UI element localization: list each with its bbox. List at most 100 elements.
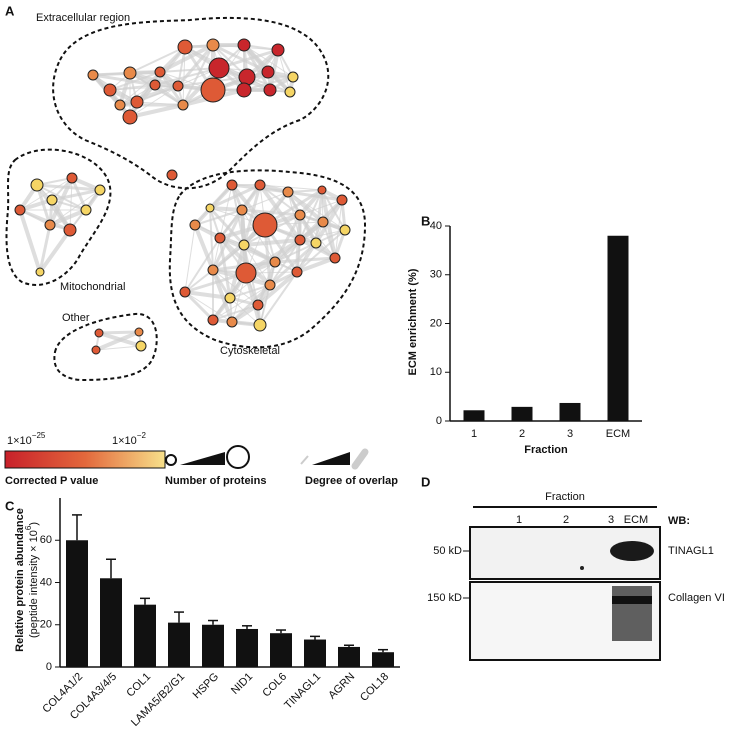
node [294, 209, 306, 221]
edge [322, 221, 336, 259]
sublabel-exp: 6 [24, 525, 33, 530]
y-axis-label: Relative protein abundance [14, 508, 26, 652]
node [177, 39, 193, 55]
edge [229, 284, 271, 299]
edge [296, 256, 336, 274]
edge [38, 228, 72, 274]
edge [194, 209, 243, 226]
node [236, 82, 252, 98]
size-large [226, 445, 250, 469]
cluster-outline [52, 16, 330, 190]
x-axis-label: Fraction [524, 444, 568, 456]
node [123, 66, 137, 80]
node [207, 314, 219, 326]
node [122, 109, 138, 125]
antibody-label: TINAGL1 [668, 545, 714, 557]
edge [176, 44, 215, 87]
edge [184, 269, 214, 293]
lane-label: ECM [624, 514, 648, 526]
band [612, 596, 652, 604]
x-tick-label: COL6 [260, 671, 289, 700]
edge [98, 330, 140, 335]
edge [182, 46, 186, 106]
size-marker: 150 kD [427, 592, 462, 604]
y-tick-label: 10 [430, 366, 442, 378]
edge [209, 183, 261, 210]
cluster-outline [53, 312, 158, 382]
bar [338, 646, 360, 667]
x-tick-label: HSPG [191, 671, 222, 702]
lane-label: 2 [563, 514, 569, 526]
node [208, 57, 230, 79]
network: Extracellular region Mitochondrial Other Cy… [5, 12, 367, 382]
edge [277, 49, 291, 93]
edge [92, 73, 156, 87]
x-tick-label: COL1 [124, 671, 153, 700]
node [317, 216, 329, 228]
edge [184, 271, 247, 294]
edge [154, 83, 184, 107]
bar [607, 235, 629, 421]
legend-max-exp: −2 [137, 431, 147, 440]
edge [182, 44, 214, 106]
node [284, 86, 296, 98]
x-tick-label: COL18 [358, 671, 391, 704]
edge [51, 188, 101, 202]
bar [304, 639, 326, 667]
cluster-label: Extracellular region [36, 12, 130, 24]
band [612, 586, 652, 641]
lane-label: 3 [608, 514, 614, 526]
node [224, 292, 236, 304]
lane-label: 1 [516, 514, 522, 526]
node [261, 65, 275, 79]
edge [119, 84, 179, 107]
edge [259, 271, 298, 326]
cluster-label: Cytoskeletal [220, 345, 280, 357]
node [252, 212, 278, 238]
node [172, 80, 184, 92]
node [310, 237, 322, 249]
bar [134, 604, 156, 667]
bar [559, 402, 581, 421]
node [206, 38, 220, 52]
node [238, 239, 250, 251]
cluster-label: Mitochondrial [60, 281, 125, 293]
bar [100, 578, 122, 667]
node [205, 203, 215, 213]
edge [259, 284, 271, 326]
edge [184, 224, 196, 293]
y-tick-label: 20 [40, 619, 52, 631]
color-scale [4, 450, 166, 469]
edge [243, 76, 294, 91]
edge [212, 304, 259, 321]
node [254, 179, 266, 191]
panel-label: A [5, 3, 15, 18]
node [30, 178, 44, 192]
node [207, 264, 219, 276]
bar [236, 628, 258, 667]
x-tick-label: TINAGL1 [282, 671, 323, 712]
y-axis-sublabel: (peptide intensity × 106) [24, 522, 40, 638]
node [80, 204, 92, 216]
node [135, 340, 147, 352]
node [252, 299, 264, 311]
panel-label: C [5, 498, 15, 513]
node [94, 328, 104, 338]
y-axis-label: ECM enrichment (%) [407, 268, 419, 375]
x-tick-label: AGRN [326, 671, 357, 702]
edge [268, 241, 318, 287]
edge [287, 191, 346, 231]
edge [184, 237, 221, 293]
node [253, 318, 267, 332]
y-tick-label: 30 [430, 269, 442, 281]
edge [241, 208, 301, 217]
edge [51, 199, 87, 211]
node [94, 184, 106, 196]
sublabel-text: (peptide intensity × 10 [28, 530, 40, 638]
node [282, 186, 294, 198]
node [264, 279, 276, 291]
sublabel-close: ) [28, 522, 40, 526]
overlap-wedge [312, 452, 350, 465]
bar [372, 652, 394, 667]
